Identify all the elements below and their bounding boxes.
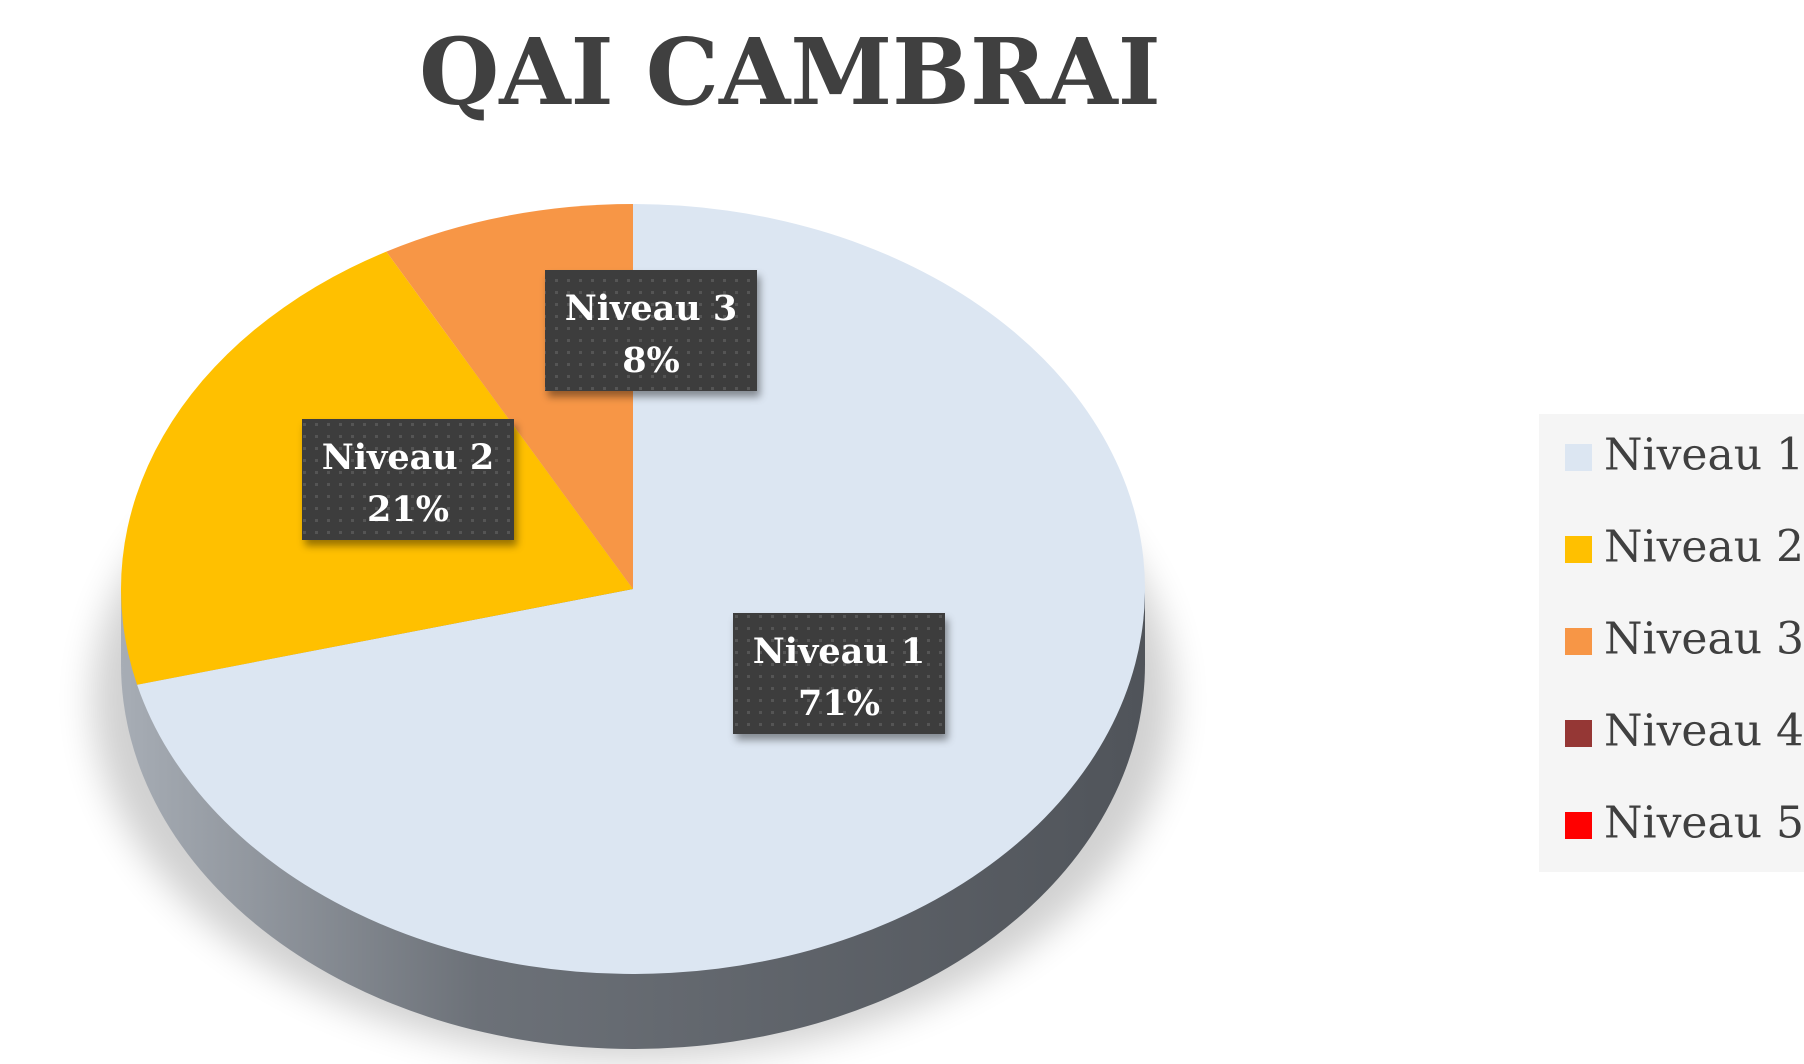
legend-label: Niveau 1: [1604, 430, 1804, 481]
data-label-category: Niveau 1: [753, 631, 926, 672]
data-labels: Niveau 1 71% Niveau 2 21% Niveau 3 8%: [302, 270, 945, 734]
legend-label: Niveau 2: [1604, 522, 1804, 573]
legend-label: Niveau 3: [1604, 614, 1804, 665]
legend-swatch: [1565, 444, 1592, 471]
data-label-category: Niveau 2: [322, 437, 495, 478]
legend-swatch: [1565, 536, 1592, 563]
data-label-box: [302, 419, 514, 540]
legend-swatch: [1565, 720, 1592, 747]
data-label: Niveau 3 8%: [545, 270, 757, 391]
data-label-value: 21%: [367, 489, 449, 530]
chart-title: QAI CAMBRAI: [419, 18, 1161, 126]
data-label-box: [733, 613, 945, 734]
data-label: Niveau 1 71%: [733, 613, 945, 734]
legend-label: Niveau 5: [1604, 798, 1804, 849]
data-label-value: 71%: [798, 683, 880, 724]
data-label-box: [545, 270, 757, 391]
data-label-value: 8%: [622, 340, 680, 381]
data-label: Niveau 2 21%: [302, 419, 514, 540]
legend-swatch: [1565, 812, 1592, 839]
pie-slice: [137, 204, 1146, 974]
legend: Niveau 1 Niveau 2 Niveau 3 Niveau 4 Niveau 5: [1565, 430, 1804, 849]
legend-swatch: [1565, 628, 1592, 655]
legend-label: Niveau 4: [1604, 706, 1804, 757]
data-label-category: Niveau 3: [565, 288, 738, 329]
